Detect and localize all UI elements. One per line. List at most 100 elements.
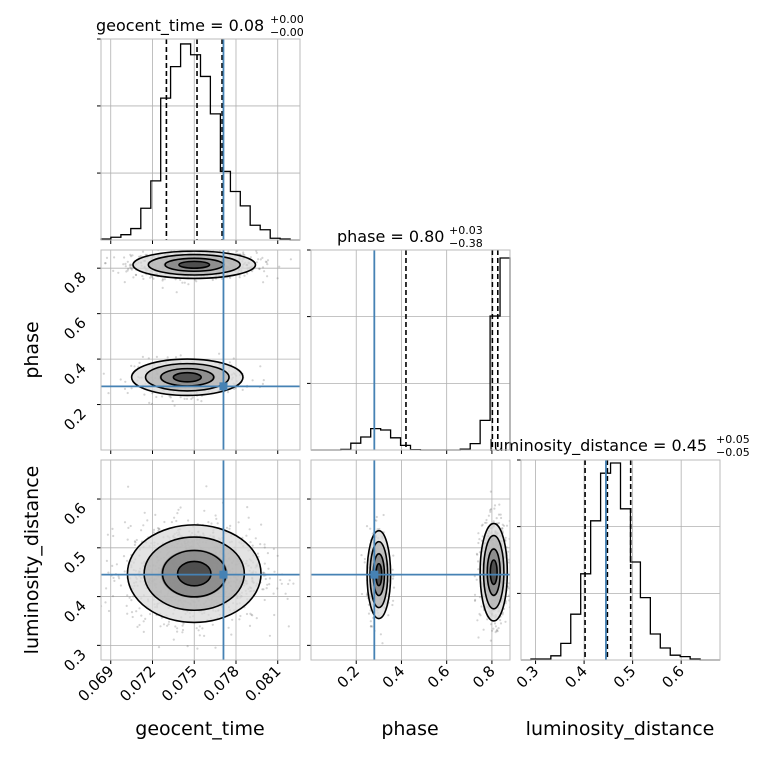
- panel-luminosity-distance-vs-geocent-time-density-0-3: [177, 561, 211, 586]
- panel-luminosity-distance-vs-geocent-time-point: [216, 522, 219, 525]
- panel-luminosity-distance-vs-phase-point: [392, 554, 395, 557]
- panel-luminosity-distance-vs-geocent-time-point: [255, 617, 258, 620]
- panel-phase-vs-geocent-time-point: [125, 270, 128, 273]
- panel-phase-vs-geocent-time-truth-marker: [219, 382, 228, 391]
- panel-phase-vs-geocent-time-point: [203, 247, 205, 249]
- hist-geocent-time-frame: [100, 38, 301, 241]
- panel-luminosity-distance-vs-phase-point: [501, 527, 504, 530]
- panel-luminosity-distance-vs-geocent-time-point: [265, 587, 268, 590]
- panel-luminosity-distance-vs-geocent-time-point: [181, 628, 185, 632]
- panel-phase-vs-geocent-time-point: [185, 397, 189, 400]
- panel-phase-vs-geocent-time-point: [168, 395, 171, 398]
- panel-luminosity-distance-vs-geocent-time-point: [174, 625, 177, 628]
- panel-phase-vs-geocent-time-point: [151, 392, 154, 395]
- panel-luminosity-distance-vs-phase-point: [473, 599, 477, 603]
- panel-luminosity-distance-vs-phase-point: [481, 523, 484, 526]
- panel-luminosity-distance-vs-geocent-time-point: [163, 520, 166, 524]
- panel-luminosity-distance-vs-phase-point: [391, 568, 394, 571]
- panel-luminosity-distance-vs-phase-point: [498, 521, 501, 525]
- panel-luminosity-distance-vs-geocent-time-point: [279, 578, 282, 582]
- panel-luminosity-distance-vs-geocent-time-point: [144, 617, 147, 621]
- panel-phase-vs-geocent-time-content: [102, 241, 292, 407]
- panel-phase-vs-geocent-time-frame: [100, 249, 301, 451]
- panel-luminosity-distance-vs-geocent-time-point: [214, 514, 217, 517]
- panel-phase-vs-geocent-time-point: [141, 275, 144, 278]
- panel-phase-vs-geocent-time-point: [180, 241, 182, 243]
- panel-luminosity-distance-vs-phase-point: [360, 592, 364, 596]
- panel-phase-vs-geocent-time-point: [261, 382, 264, 385]
- panel-luminosity-distance-vs-geocent-time-point: [126, 538, 129, 541]
- panel-luminosity-distance-vs-phase-xtick-label-1: 0.4: [379, 662, 409, 692]
- panel-luminosity-distance-vs-geocent-time-point: [286, 597, 289, 601]
- panel-phase-vs-geocent-time-point: [102, 372, 105, 375]
- panel-luminosity-distance-vs-geocent-time-point: [128, 596, 131, 599]
- panel-luminosity-distance-vs-phase-point: [473, 593, 477, 596]
- panel-phase-vs-geocent-time-point: [107, 392, 110, 395]
- panel-luminosity-distance-vs-geocent-time-point: [227, 626, 230, 629]
- hist-luminosity-distance-xtick-label-3: 0.6: [658, 662, 688, 692]
- panel-luminosity-distance-vs-phase-point: [499, 513, 502, 516]
- panel-phase-vs-geocent-time-point: [175, 291, 178, 294]
- panel-luminosity-distance-vs-phase-truth-marker: [370, 570, 379, 579]
- panel-luminosity-distance-vs-geocent-time-point: [248, 624, 252, 628]
- panel-luminosity-distance-vs-phase-point: [369, 620, 372, 623]
- panel-phase-vs-geocent-time-point: [251, 379, 254, 382]
- panel-luminosity-distance-vs-geocent-time-point: [249, 612, 252, 615]
- panel-phase-vs-geocent-time-point: [257, 258, 260, 261]
- panel-luminosity-distance-vs-geocent-time-point: [287, 582, 290, 586]
- panel-phase-vs-geocent-time-density-0-3: [178, 261, 210, 269]
- panel-luminosity-distance-vs-phase-frame: [310, 459, 511, 661]
- panel-phase-vs-geocent-time-point: [105, 256, 109, 259]
- panel-luminosity-distance-vs-phase-density-1-3: [490, 560, 498, 585]
- panel-phase-vs-geocent-time-point: [150, 402, 153, 405]
- panel-luminosity-distance-vs-geocent-time-point: [225, 526, 229, 529]
- panel-phase-vs-geocent-time-point: [130, 268, 133, 271]
- panel-phase-vs-geocent-time-point: [262, 379, 265, 382]
- hist-luminosity-distance-xtick-label-0: 0.3: [513, 662, 543, 692]
- title-geocent-time-sup: +0.00: [270, 13, 304, 26]
- panel-phase-vs-geocent-time-point: [261, 256, 264, 259]
- panel-phase-vs-geocent-time-point: [122, 263, 125, 266]
- panel-luminosity-distance-vs-geocent-time-point: [111, 595, 115, 598]
- panel-luminosity-distance-vs-phase-point: [489, 639, 492, 642]
- panel-luminosity-distance-vs-geocent-time-point: [179, 506, 182, 509]
- panel-luminosity-distance-vs-geocent-time-point: [130, 599, 133, 602]
- panel-luminosity-distance-vs-geocent-time-xtick-label-1: 0.072: [116, 662, 159, 705]
- panel-luminosity-distance-vs-phase-point: [489, 508, 493, 511]
- panel-luminosity-distance-vs-geocent-time-point: [142, 630, 145, 634]
- panel-luminosity-distance-vs-geocent-time-point: [262, 571, 265, 574]
- panel-luminosity-distance-vs-phase-point: [363, 557, 366, 561]
- panel-phase-vs-geocent-time-point: [174, 356, 178, 359]
- panel-luminosity-distance-vs-phase-point: [478, 596, 482, 599]
- panel-phase-vs-geocent-time-point: [242, 251, 245, 254]
- panel-luminosity-distance-vs-geocent-time-point: [134, 541, 137, 544]
- hist-luminosity-distance-frame: [520, 459, 721, 661]
- panel-luminosity-distance-vs-phase-point: [382, 513, 385, 517]
- panel-phase-vs-geocent-time-point: [126, 260, 129, 263]
- panel-phase-vs-geocent-time-point: [132, 276, 135, 279]
- panel-luminosity-distance-vs-geocent-time-point: [126, 559, 129, 562]
- panel-luminosity-distance-vs-phase-point: [379, 633, 382, 636]
- panel-phase-vs-geocent-time-point: [179, 396, 182, 399]
- panel-phase-vs-geocent-time-point: [249, 256, 252, 259]
- panel-luminosity-distance-vs-geocent-time-xtick-label-3: 0.078: [200, 662, 243, 705]
- panel-phase-vs-geocent-time-point: [124, 262, 127, 265]
- panel-luminosity-distance-vs-geocent-time-point: [127, 485, 130, 488]
- panel-phase-vs-geocent-time-point: [129, 263, 132, 266]
- panel-luminosity-distance-vs-geocent-time-point: [262, 588, 265, 591]
- hist-luminosity-distance-xtick-label-2: 0.5: [610, 662, 640, 692]
- panel-phase-vs-geocent-time-point: [124, 265, 127, 268]
- panel-phase-vs-geocent-time-contour-1-1: [144, 362, 230, 392]
- panel-luminosity-distance-vs-geocent-time-contour-0-1: [143, 536, 246, 612]
- panel-phase-vs-geocent-time-point: [228, 361, 231, 364]
- panel-luminosity-distance-vs-phase-point: [376, 528, 379, 531]
- title-luminosity-distance: luminosity_distance = 0.45: [489, 436, 707, 456]
- panel-phase-vs-geocent-time-point: [243, 274, 246, 277]
- panel-luminosity-distance-vs-phase-point: [510, 581, 512, 583]
- panel-phase-vs-geocent-time-point: [149, 276, 152, 279]
- panel-phase-vs-geocent-time-point: [266, 259, 270, 262]
- panel-luminosity-distance-vs-phase-point: [479, 614, 482, 617]
- panel-luminosity-distance-vs-phase-point: [480, 605, 483, 608]
- panel-luminosity-distance-vs-geocent-time-point: [138, 623, 141, 627]
